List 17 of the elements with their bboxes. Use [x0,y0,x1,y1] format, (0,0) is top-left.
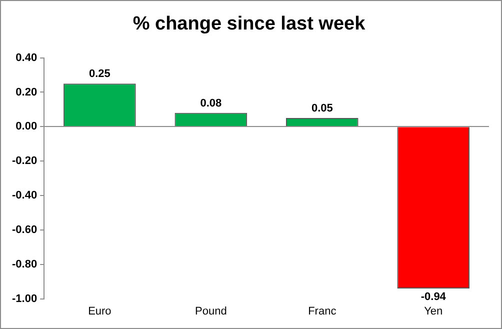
x-tick-label: Pound [195,305,227,318]
data-label: 0.05 [311,102,333,115]
y-tick-label: 0.20 [16,86,38,98]
x-tick-label: Yen [424,305,443,318]
y-tick-label: 0.00 [16,120,38,133]
y-tick-label: -0.40 [12,190,38,202]
y-tick-label: -1.00 [12,292,38,305]
x-tick-label: Franc [308,305,337,318]
data-label: 0.25 [88,68,110,80]
y-tick-label: -0.60 [12,224,38,236]
x-tick-label: Euro [88,305,112,318]
chart-title: % change since last week [132,14,366,35]
data-label: 0.08 [200,97,222,110]
y-tick-label: 0.40 [16,52,38,64]
y-tick-label: -0.20 [12,155,38,168]
y-tick-label: -0.80 [12,258,38,270]
data-label: -0.94 [420,291,447,304]
